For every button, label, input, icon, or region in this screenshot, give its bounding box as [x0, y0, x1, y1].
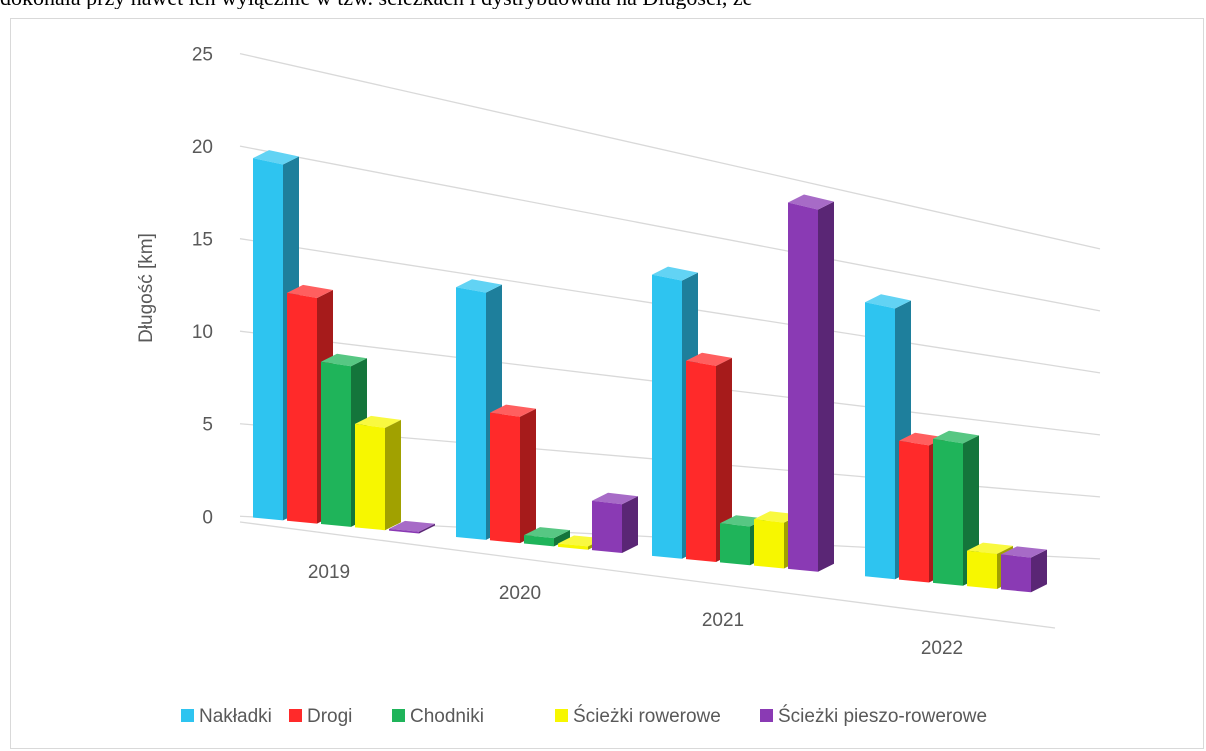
- bar-front: [967, 550, 997, 589]
- bar-top: [967, 542, 1013, 554]
- y-tick-label: 25: [192, 45, 213, 66]
- bar: [490, 404, 536, 544]
- bar-side: [622, 496, 638, 553]
- bar-top: [592, 492, 638, 505]
- y-tick-label: 10: [192, 322, 213, 343]
- y-axis-label: Długość [km]: [136, 233, 157, 343]
- bar: [389, 520, 435, 534]
- bar-side: [818, 201, 834, 572]
- chart-frame: [10, 18, 1204, 749]
- bar-front: [686, 360, 716, 562]
- legend-item: Ścieżki rowerowe: [555, 705, 721, 727]
- bar-top: [524, 527, 570, 539]
- floor-edge: [239, 521, 1056, 629]
- legend-label: Drogi: [307, 706, 352, 727]
- bar: [788, 194, 834, 572]
- gridline: [239, 145, 1101, 312]
- bar-top: [865, 294, 911, 309]
- bar-top: [652, 266, 698, 281]
- bar-front: [355, 423, 385, 531]
- bar-top: [1001, 546, 1047, 558]
- y-tick-label: 20: [192, 137, 213, 158]
- bar-front: [788, 202, 818, 572]
- bar-front: [287, 292, 317, 524]
- bar-front: [865, 302, 895, 580]
- bars: [253, 150, 1047, 593]
- bar-side: [554, 530, 570, 547]
- bar-front: [933, 438, 963, 586]
- bar-front: [558, 543, 588, 550]
- y-tick-label: 0: [202, 507, 213, 528]
- bar-top: [287, 284, 333, 299]
- bar: [355, 415, 401, 531]
- bar-top: [355, 415, 401, 428]
- y-axis-ticks: 0 5 10 15 20 25: [192, 45, 213, 529]
- bar-front: [899, 440, 929, 583]
- legend-swatch: [289, 709, 302, 722]
- bar-side: [419, 523, 435, 534]
- bar-front: [456, 287, 486, 540]
- bar-front: [524, 535, 554, 547]
- legend-item: Chodniki: [392, 706, 484, 727]
- x-tick-label: 2022: [921, 638, 963, 659]
- bar-front: [754, 519, 784, 569]
- bar-front: [389, 528, 419, 534]
- y-tick-label: 5: [202, 415, 213, 436]
- y-tick-label: 15: [192, 230, 213, 251]
- bar: [592, 492, 638, 553]
- bar-front: [253, 158, 283, 521]
- bar-top: [490, 404, 536, 417]
- legend-label: Nakładki: [199, 706, 272, 727]
- legend-swatch: [555, 709, 568, 722]
- bar-side: [520, 408, 536, 544]
- bar-front: [321, 361, 351, 527]
- bar-front: [592, 500, 622, 553]
- bar: [686, 352, 732, 562]
- bar-top: [456, 279, 502, 293]
- bar-front: [652, 274, 682, 559]
- bar-top: [253, 150, 299, 165]
- legend-label: Ścieżki rowerowe: [573, 705, 721, 727]
- legend: Nakładki Drogi Chodniki Ścieżki rowerowe Ści…: [181, 705, 987, 727]
- bar-top: [933, 430, 979, 444]
- bar: [933, 430, 979, 586]
- legend-item: Nakładki: [181, 706, 272, 727]
- bar-side: [716, 357, 732, 562]
- legend-swatch: [760, 709, 773, 722]
- x-axis-ticks: 2019 2020 2021 2022: [308, 562, 963, 659]
- bar: [1001, 546, 1047, 593]
- legend-label: Ścieżki pieszo-rowerowe: [778, 705, 987, 727]
- clipped-document-text: dokonała przy nawet ich wyłącznie w tzw.…: [0, 0, 1206, 9]
- x-tick-label: 2019: [308, 562, 350, 583]
- bar-top: [321, 353, 367, 367]
- bar-top: [686, 352, 732, 366]
- bar-side: [385, 419, 401, 531]
- bar-front: [490, 412, 520, 544]
- legend-swatch: [392, 709, 405, 722]
- x-tick-label: 2020: [499, 583, 541, 604]
- x-tick-label: 2021: [702, 610, 744, 631]
- bar-top: [389, 520, 435, 532]
- bar-side: [1031, 549, 1047, 593]
- gridline: [239, 52, 1101, 250]
- bar-front: [720, 523, 750, 566]
- bar-top: [788, 194, 834, 210]
- bar-front: [1001, 554, 1031, 593]
- legend-item: Ścieżki pieszo-rowerowe: [760, 705, 987, 727]
- legend-label: Chodniki: [410, 706, 484, 727]
- legend-swatch: [181, 709, 194, 722]
- legend-item: Drogi: [289, 706, 352, 727]
- bar: [524, 527, 570, 547]
